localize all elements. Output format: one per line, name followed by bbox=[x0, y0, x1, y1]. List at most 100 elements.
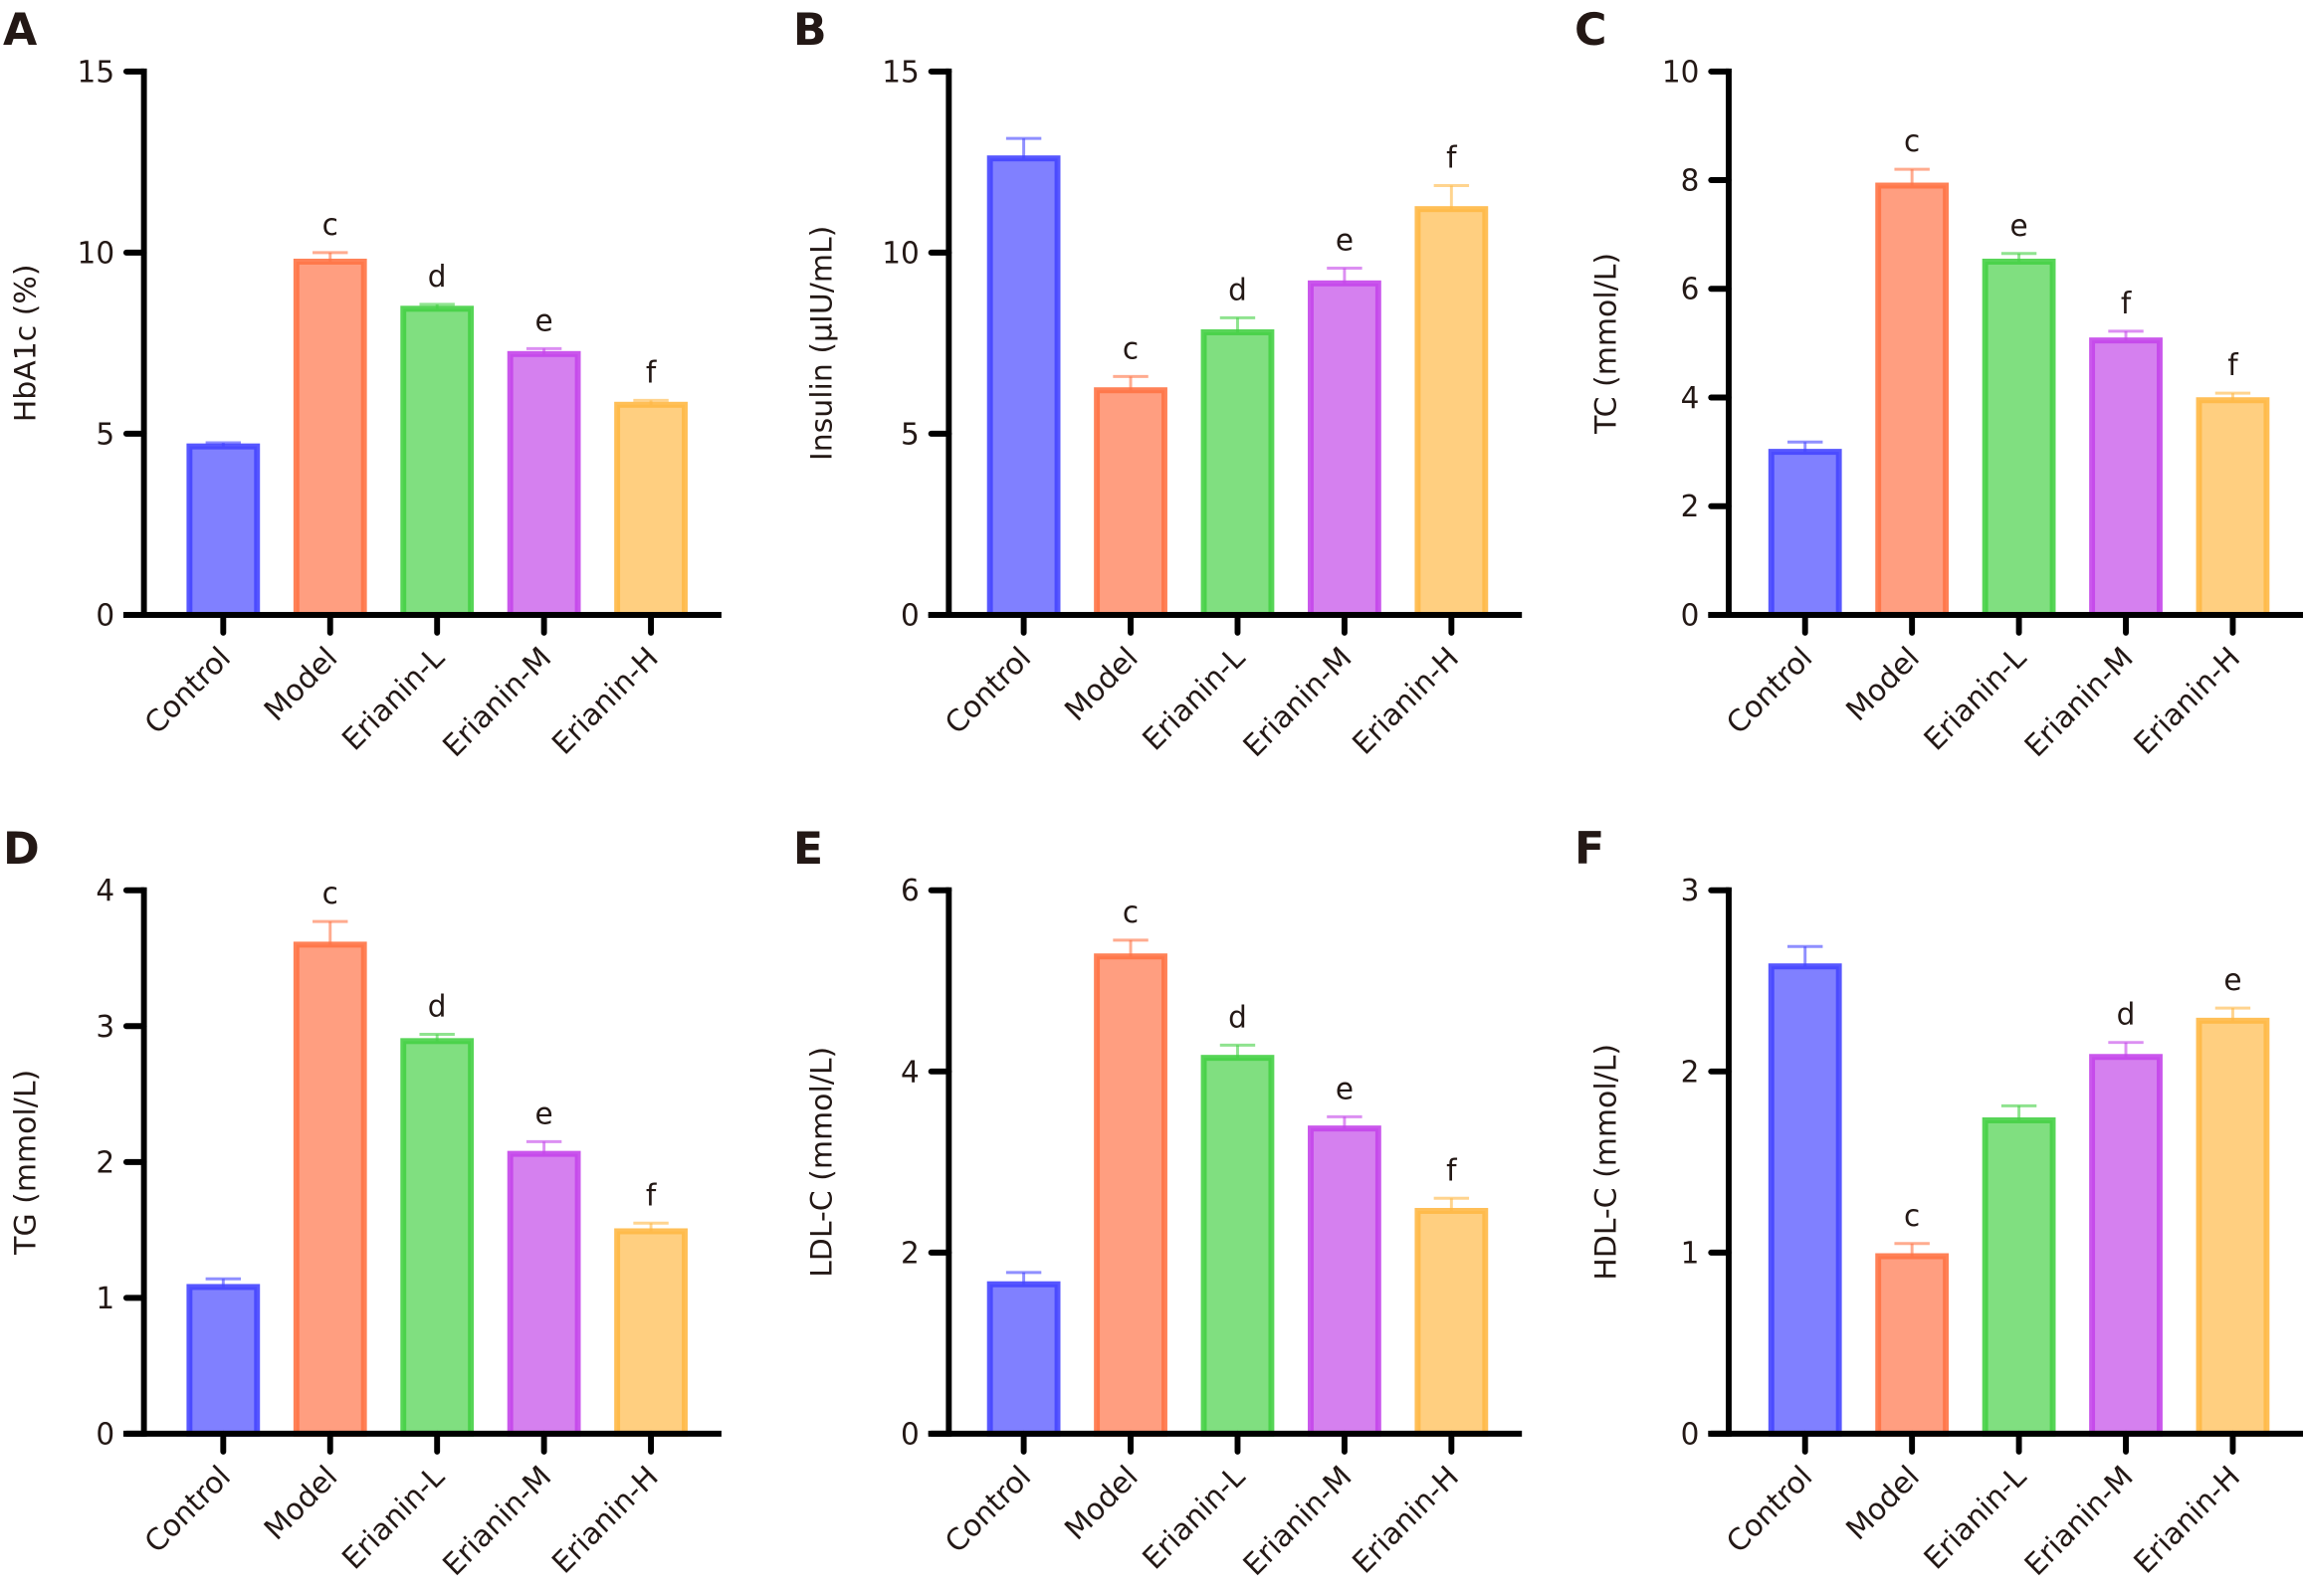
y-axis-label: HbA1c (%) bbox=[9, 265, 44, 423]
x-tick-label: Erianin-M bbox=[436, 641, 558, 764]
y-axis-label: HDL-C (mmol/L) bbox=[1589, 1044, 1624, 1281]
panel-letter: C bbox=[1574, 4, 1606, 56]
x-tick-label: Erianin-L bbox=[1137, 1459, 1253, 1576]
panel-letter: D bbox=[3, 823, 40, 875]
y-tick-label: 15 bbox=[78, 55, 115, 90]
significance-label: d bbox=[1228, 273, 1247, 307]
significance-label: c bbox=[1123, 331, 1139, 366]
y-axis-label: Insulin (µIU/mL) bbox=[804, 226, 839, 461]
x-tick-label: Control bbox=[939, 1460, 1038, 1560]
panel-d: D TG (mmol/L) Control c Model d Erianin-L e Eria… bbox=[3, 823, 722, 1583]
x-tick-label: Model bbox=[1839, 1460, 1926, 1547]
significance-label: c bbox=[1904, 124, 1920, 159]
significance-label: d bbox=[428, 989, 447, 1024]
x-tick-label: Erianin-L bbox=[335, 1459, 452, 1576]
x-tick-label: Erianin-M bbox=[436, 1460, 558, 1583]
significance-label: c bbox=[322, 208, 338, 243]
x-tick-label: Erianin-H bbox=[545, 641, 665, 762]
bar-erianin-h bbox=[614, 1228, 688, 1437]
x-tick-label: Control bbox=[939, 641, 1038, 741]
bar-erianin-m bbox=[507, 1150, 581, 1437]
significance-label: c bbox=[322, 877, 338, 911]
y-tick-label: 0 bbox=[901, 1417, 920, 1452]
y-axis-label: TG (mmol/L) bbox=[9, 1070, 44, 1256]
y-tick-label: 2 bbox=[96, 1145, 114, 1180]
significance-label: d bbox=[1228, 1000, 1247, 1035]
panel-letter: A bbox=[3, 4, 38, 56]
bar-erianin-h bbox=[2196, 397, 2270, 618]
x-tick-label: Erianin-M bbox=[2018, 641, 2141, 764]
significance-label: f bbox=[646, 1178, 658, 1213]
y-tick-label: 3 bbox=[96, 1010, 114, 1045]
bar-erianin-l bbox=[1982, 258, 2056, 618]
y-tick-label: 0 bbox=[901, 598, 920, 633]
y-tick-label: 8 bbox=[1681, 163, 1700, 198]
panel-b: B Insulin (µIU/mL) Control c Model d Erianin-L… bbox=[793, 4, 1523, 764]
x-tick-label: Control bbox=[138, 641, 238, 741]
bar-control bbox=[986, 1281, 1061, 1437]
bar-model bbox=[1875, 182, 1950, 618]
significance-label: f bbox=[2227, 348, 2239, 383]
bar-model bbox=[1094, 953, 1167, 1437]
bar-erianin-h bbox=[1414, 206, 1489, 618]
x-tick-label: Erianin-H bbox=[2128, 641, 2247, 762]
y-tick-label: 0 bbox=[96, 1417, 114, 1452]
bar-model bbox=[293, 258, 367, 618]
significance-label: e bbox=[2010, 209, 2028, 244]
x-tick-label: Erianin-M bbox=[2018, 1460, 2141, 1583]
x-tick-label: Erianin-H bbox=[2128, 1460, 2247, 1581]
significance-label: f bbox=[1446, 140, 1458, 175]
y-tick-label: 4 bbox=[1681, 381, 1700, 416]
y-tick-label: 1 bbox=[96, 1282, 114, 1316]
bar-erianin-m bbox=[2089, 337, 2163, 618]
y-tick-label: 4 bbox=[96, 874, 114, 908]
y-tick-label: 10 bbox=[78, 236, 115, 271]
bar-erianin-m bbox=[507, 350, 581, 618]
significance-label: f bbox=[1446, 1153, 1458, 1188]
bar-erianin-l bbox=[400, 1038, 475, 1437]
bar-erianin-l bbox=[1982, 1116, 2056, 1437]
y-axis-label: TC (mmol/L) bbox=[1589, 253, 1624, 435]
bar-erianin-l bbox=[1200, 328, 1275, 618]
x-tick-label: Erianin-H bbox=[1346, 641, 1465, 762]
y-tick-label: 10 bbox=[882, 236, 920, 271]
x-tick-label: Model bbox=[1058, 641, 1145, 728]
x-tick-label: Model bbox=[258, 1460, 344, 1547]
significance-label: e bbox=[535, 303, 553, 338]
x-tick-label: Erianin-L bbox=[335, 640, 452, 757]
y-tick-label: 5 bbox=[96, 417, 114, 452]
x-tick-label: Control bbox=[1720, 1460, 1819, 1560]
significance-label: d bbox=[428, 260, 447, 295]
bar-erianin-l bbox=[400, 305, 475, 618]
panel-letter: F bbox=[1574, 823, 1604, 875]
y-tick-label: 6 bbox=[901, 874, 920, 908]
significance-label: f bbox=[2121, 287, 2133, 321]
significance-label: f bbox=[646, 355, 658, 390]
bar-erianin-m bbox=[2089, 1054, 2163, 1437]
panel-e: E LDL-C (mmol/L) Control c Model d Erianin-L e E… bbox=[793, 823, 1523, 1583]
panel-letter: E bbox=[793, 823, 823, 875]
bar-control bbox=[986, 155, 1061, 618]
bar-erianin-h bbox=[614, 401, 688, 618]
bar-model bbox=[1094, 387, 1167, 618]
x-tick-label: Erianin-L bbox=[1137, 640, 1253, 757]
y-tick-label: 5 bbox=[901, 417, 920, 452]
bar-erianin-l bbox=[1200, 1055, 1275, 1437]
bar-control bbox=[1768, 963, 1842, 1437]
y-tick-label: 10 bbox=[1662, 55, 1700, 90]
y-axis-label: LDL-C (mmol/L) bbox=[804, 1047, 839, 1278]
significance-label: c bbox=[1904, 1199, 1920, 1234]
bar-model bbox=[293, 941, 367, 1437]
x-tick-label: Control bbox=[1720, 641, 1819, 741]
y-tick-label: 0 bbox=[1681, 598, 1700, 633]
x-tick-label: Model bbox=[1058, 1460, 1145, 1547]
x-tick-label: Erianin-L bbox=[1918, 1459, 2034, 1576]
y-tick-label: 2 bbox=[1681, 490, 1700, 524]
bar-erianin-m bbox=[1308, 280, 1381, 618]
bar-erianin-h bbox=[2196, 1017, 2270, 1437]
significance-label: e bbox=[2223, 963, 2241, 998]
bar-control bbox=[186, 443, 261, 618]
x-tick-label: Erianin-L bbox=[1918, 640, 2034, 757]
